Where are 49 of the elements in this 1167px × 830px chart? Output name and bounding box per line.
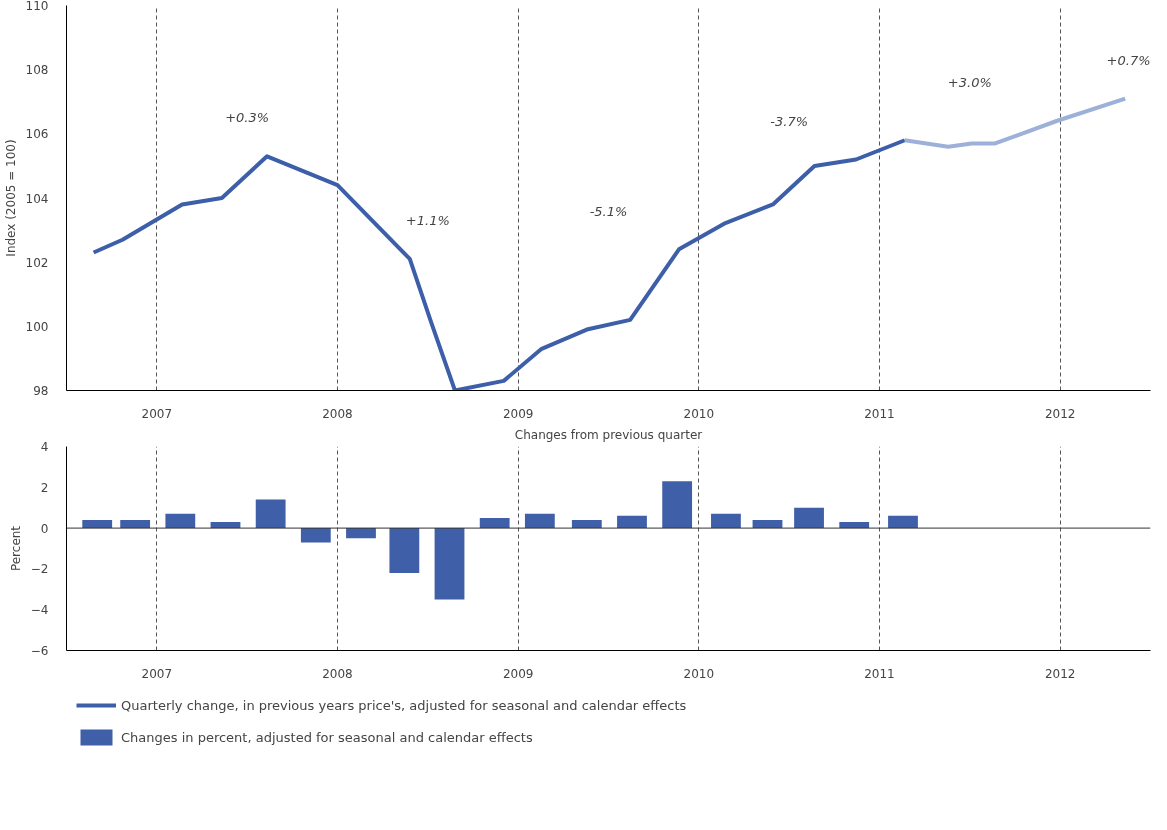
x-tick-label: 2008 <box>322 406 353 421</box>
x-tick-label: 2007 <box>141 666 173 681</box>
y-tick-label: 108 <box>25 63 49 78</box>
line-series <box>902 96 1128 149</box>
y-tick-label: −4 <box>30 603 49 618</box>
y-axis-title: Percent <box>8 525 23 572</box>
legend-label: Changes in percent, adjusted for seasonal and calendar effects <box>121 729 533 745</box>
y-tick-label: 104 <box>25 191 49 206</box>
bar <box>165 513 196 529</box>
y-tick-label: −2 <box>30 562 49 577</box>
bar <box>794 507 824 529</box>
y-tick-label: 0 <box>40 521 49 536</box>
x-tick-label: 2010 <box>683 666 715 681</box>
x-tick-label: 2007 <box>141 406 173 421</box>
annotation: +3.0% <box>947 75 992 91</box>
x-tick-label: 2011 <box>864 406 895 421</box>
y-tick-label: 2 <box>40 480 49 495</box>
y-tick-label: 102 <box>25 255 49 270</box>
annotation: +0.3% <box>225 110 270 126</box>
x-tick-label: 2008 <box>322 666 353 681</box>
y-tick-label: 98 <box>33 384 49 398</box>
bar <box>389 528 420 573</box>
bar <box>524 513 555 529</box>
y-tick-label: 100 <box>25 319 49 334</box>
bar <box>300 528 331 543</box>
bar <box>662 481 693 529</box>
bar <box>255 499 286 529</box>
y-tick-label: 106 <box>25 127 49 142</box>
annotation: +1.1% <box>405 213 450 229</box>
x-tick-label: 2011 <box>864 666 895 681</box>
x-tick-label: 2012 <box>1044 406 1076 421</box>
y-tick-label: 110 <box>25 0 49 13</box>
y-tick-label: −6 <box>30 644 49 658</box>
annotation: -5.1% <box>589 203 628 219</box>
x-tick-label: 2010 <box>683 406 715 421</box>
annotation: +0.7% <box>1106 52 1151 68</box>
bar <box>888 515 918 529</box>
x-tick-label: 2009 <box>502 666 534 681</box>
chart-title: Changes from previous quarter <box>514 427 703 442</box>
legend-label: Quarterly change, in previous years price's, adjusted for seasonal and calendar effects <box>121 697 687 713</box>
bar <box>434 528 465 600</box>
x-tick-label: 2009 <box>502 406 534 421</box>
x-tick-label: 2012 <box>1044 666 1076 681</box>
y-tick-label: 4 <box>40 440 49 454</box>
bar <box>617 515 647 529</box>
annotation: -3.7% <box>770 113 809 129</box>
y-axis-title: Index (2005 = 100) <box>3 139 18 257</box>
line-series <box>91 138 907 391</box>
bar <box>711 513 741 529</box>
